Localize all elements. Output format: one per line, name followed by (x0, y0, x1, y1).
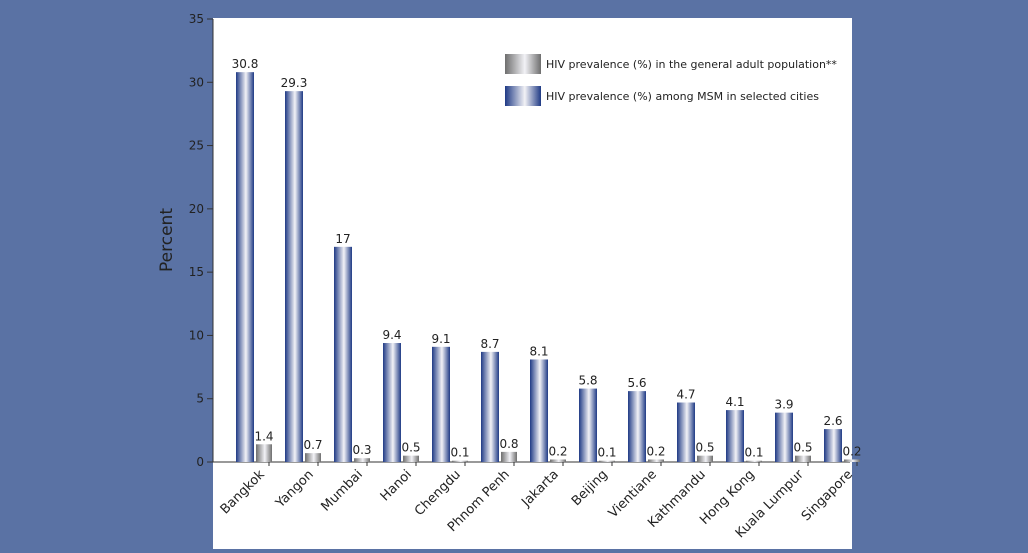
value-label: 5.8 (578, 374, 597, 388)
y-tick-label: 15 (189, 265, 204, 279)
bar (432, 346, 450, 462)
legend-swatch (505, 54, 541, 74)
bar (628, 391, 646, 462)
value-label: 8.1 (529, 344, 548, 358)
bar (746, 460, 762, 462)
value-label: 0.2 (646, 444, 665, 458)
value-label: 29.3 (281, 76, 308, 90)
value-label: 1.4 (254, 429, 273, 443)
bar (697, 455, 713, 462)
bar (256, 444, 272, 462)
value-label: 0.8 (499, 437, 518, 451)
value-label: 0.5 (401, 441, 420, 455)
value-label: 4.7 (676, 388, 695, 402)
bar (334, 246, 352, 462)
value-label: 4.1 (725, 395, 744, 409)
y-tick-label: 10 (189, 328, 204, 342)
bar (236, 72, 254, 462)
value-label: 0.2 (842, 444, 861, 458)
value-label: 9.4 (382, 328, 401, 342)
y-tick-label: 0 (196, 455, 204, 469)
value-label: 0.5 (793, 441, 812, 455)
value-label: 0.2 (548, 444, 567, 458)
value-label: 30.8 (232, 57, 259, 71)
bar (726, 410, 744, 462)
bar (795, 455, 811, 462)
bar (824, 429, 842, 462)
y-tick-label: 5 (196, 392, 204, 406)
bar (452, 460, 468, 462)
bar (354, 458, 370, 462)
value-label: 8.7 (480, 337, 499, 351)
bar (579, 388, 597, 462)
legend-swatch (505, 86, 541, 106)
y-tick-label: 35 (189, 12, 204, 26)
y-tick-label: 20 (189, 202, 204, 216)
value-label: 17 (335, 232, 350, 246)
value-label: 3.9 (774, 398, 793, 412)
y-tick-label: 30 (189, 75, 204, 89)
value-label: 0.1 (744, 446, 763, 460)
y-tick-label: 25 (189, 139, 204, 153)
y-axis-label: Percent (157, 208, 177, 272)
bar (599, 460, 615, 462)
value-label: 0.1 (597, 446, 616, 460)
bar (481, 351, 499, 462)
bar (501, 451, 517, 462)
value-label: 9.1 (431, 332, 450, 346)
bar (550, 459, 566, 462)
bar (403, 455, 419, 462)
bar (677, 402, 695, 462)
bar (305, 453, 321, 462)
value-label: 0.5 (695, 441, 714, 455)
legend-label: HIV prevalence (%) among MSM in selected… (546, 90, 819, 103)
value-label: 0.1 (450, 446, 469, 460)
value-label: 2.6 (823, 414, 842, 428)
bar (775, 412, 793, 462)
bar (648, 459, 664, 462)
bar (383, 343, 401, 462)
legend-label: HIV prevalence (%) in the general adult … (546, 58, 837, 71)
bar (844, 459, 860, 462)
bar (530, 359, 548, 462)
value-label: 5.6 (627, 376, 646, 390)
value-label: 0.7 (303, 438, 322, 452)
bar (285, 91, 303, 462)
value-label: 0.3 (352, 443, 371, 457)
